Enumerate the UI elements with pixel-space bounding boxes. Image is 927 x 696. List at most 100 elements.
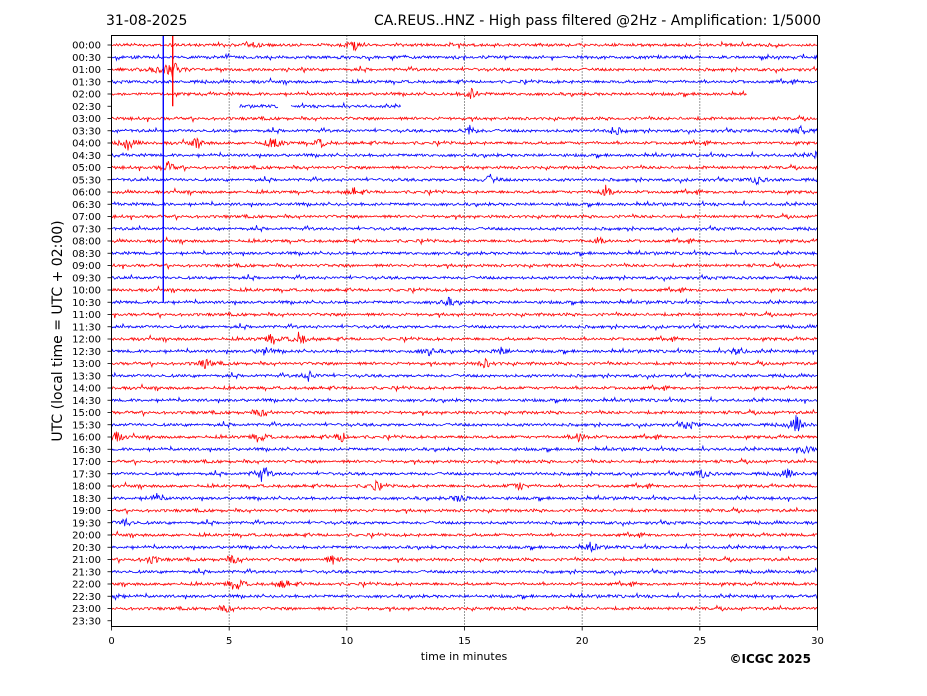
row-label: 08:30	[72, 249, 101, 260]
trace-2300	[111, 604, 818, 613]
trace-1800	[111, 479, 818, 492]
x-tick-label: 0	[108, 636, 114, 647]
row-label: 01:30	[72, 77, 101, 88]
trace-2130	[111, 566, 818, 577]
row-label: 20:00	[72, 531, 101, 542]
row-label: 00:00	[72, 41, 101, 52]
row-label: 14:00	[72, 384, 101, 395]
row-label: 11:00	[72, 310, 101, 321]
x-axis-ticks: 0 5 10 15 20 25 30	[108, 626, 824, 647]
row-label: 03:00	[72, 114, 101, 125]
row-label: 05:00	[72, 163, 101, 174]
row-label: 09:00	[72, 261, 101, 272]
trace-2100	[111, 554, 818, 565]
row-label: 13:00	[72, 359, 101, 370]
trace-1630	[111, 444, 818, 455]
row-label: 19:30	[72, 518, 101, 529]
trace-0130	[111, 76, 818, 87]
x-axis-label: time in minutes	[421, 650, 508, 663]
row-label: 02:30	[72, 102, 101, 113]
trace-1500	[111, 408, 818, 418]
trace-0700	[111, 212, 818, 222]
row-label: 12:00	[72, 335, 101, 346]
row-label: 23:30	[72, 616, 101, 627]
trace-1200	[111, 331, 818, 345]
row-label: 21:30	[72, 567, 101, 578]
chart-title: CA.REUS..HNZ - High pass filtered @2Hz -…	[374, 13, 821, 29]
row-label: 23:00	[72, 604, 101, 615]
trace-0030	[111, 52, 818, 62]
trace-0300	[111, 114, 818, 124]
x-tick-label: 20	[576, 636, 589, 647]
date-label: 31-08-2025	[106, 13, 187, 29]
glitch-lines	[162, 35, 174, 303]
row-label: 10:00	[72, 286, 101, 297]
trace-0400	[111, 137, 818, 151]
row-label: 06:00	[72, 188, 101, 199]
trace-1400	[111, 383, 818, 393]
trace-1600	[111, 431, 818, 443]
y-axis-label: UTC (local time = UTC + 02:00)	[50, 220, 66, 441]
trace-1530	[111, 415, 818, 432]
row-label: 02:00	[72, 90, 101, 101]
row-label: 22:30	[72, 592, 101, 603]
trace-0800	[111, 236, 818, 246]
row-label: 13:30	[72, 371, 101, 382]
trace-1730	[111, 466, 818, 482]
row-label: 20:30	[72, 543, 101, 554]
row-label: 15:00	[72, 408, 101, 419]
trace-0100	[111, 62, 818, 79]
trace-0600	[111, 184, 818, 197]
trace-2200	[111, 578, 818, 590]
row-label: 01:00	[72, 65, 101, 76]
grid-lines	[228, 35, 701, 627]
trace-0230	[239, 101, 401, 109]
trace-1330	[111, 370, 818, 382]
trace-0500	[111, 160, 818, 173]
trace-1230	[111, 346, 818, 357]
row-label: 10:30	[72, 298, 101, 309]
row-label: 14:30	[72, 396, 101, 407]
row-label: 11:30	[72, 322, 101, 333]
row-label: 17:30	[72, 469, 101, 480]
row-label: 15:30	[72, 420, 101, 431]
row-label: 18:00	[72, 482, 101, 493]
trace-0830	[111, 248, 818, 257]
trace-0430	[111, 150, 818, 160]
trace-2230	[111, 591, 818, 601]
row-label: 22:00	[72, 580, 101, 591]
trace-1130	[111, 322, 818, 332]
row-label: 08:00	[72, 237, 101, 248]
trace-0900	[111, 261, 818, 271]
x-tick-label: 30	[811, 636, 824, 647]
trace-1300	[111, 357, 818, 369]
row-label: 09:30	[72, 273, 101, 284]
trace-0930	[111, 273, 818, 283]
row-label: 07:00	[72, 212, 101, 223]
trace-0530	[111, 173, 818, 186]
row-label: 05:30	[72, 175, 101, 186]
trace-0330	[111, 124, 818, 136]
trace-1000	[111, 285, 818, 295]
trace-0200	[111, 87, 747, 99]
row-label: 07:30	[72, 224, 101, 235]
trace-1900	[111, 506, 818, 516]
trace-1700	[111, 457, 818, 467]
row-label: 00:30	[72, 53, 101, 64]
x-tick-label: 5	[226, 636, 232, 647]
trace-0630	[111, 199, 818, 208]
row-label: 12:30	[72, 347, 101, 358]
row-label: 19:00	[72, 506, 101, 517]
x-tick-label: 15	[458, 636, 471, 647]
trace-1100	[111, 310, 818, 320]
trace-0730	[111, 224, 818, 234]
row-label: 17:00	[72, 457, 101, 468]
trace-2030	[111, 541, 818, 553]
trace-2000	[111, 530, 818, 540]
trace-1830	[111, 493, 818, 503]
seismogram-traces	[111, 40, 818, 613]
x-tick-label: 10	[340, 636, 353, 647]
row-label: 04:30	[72, 151, 101, 162]
